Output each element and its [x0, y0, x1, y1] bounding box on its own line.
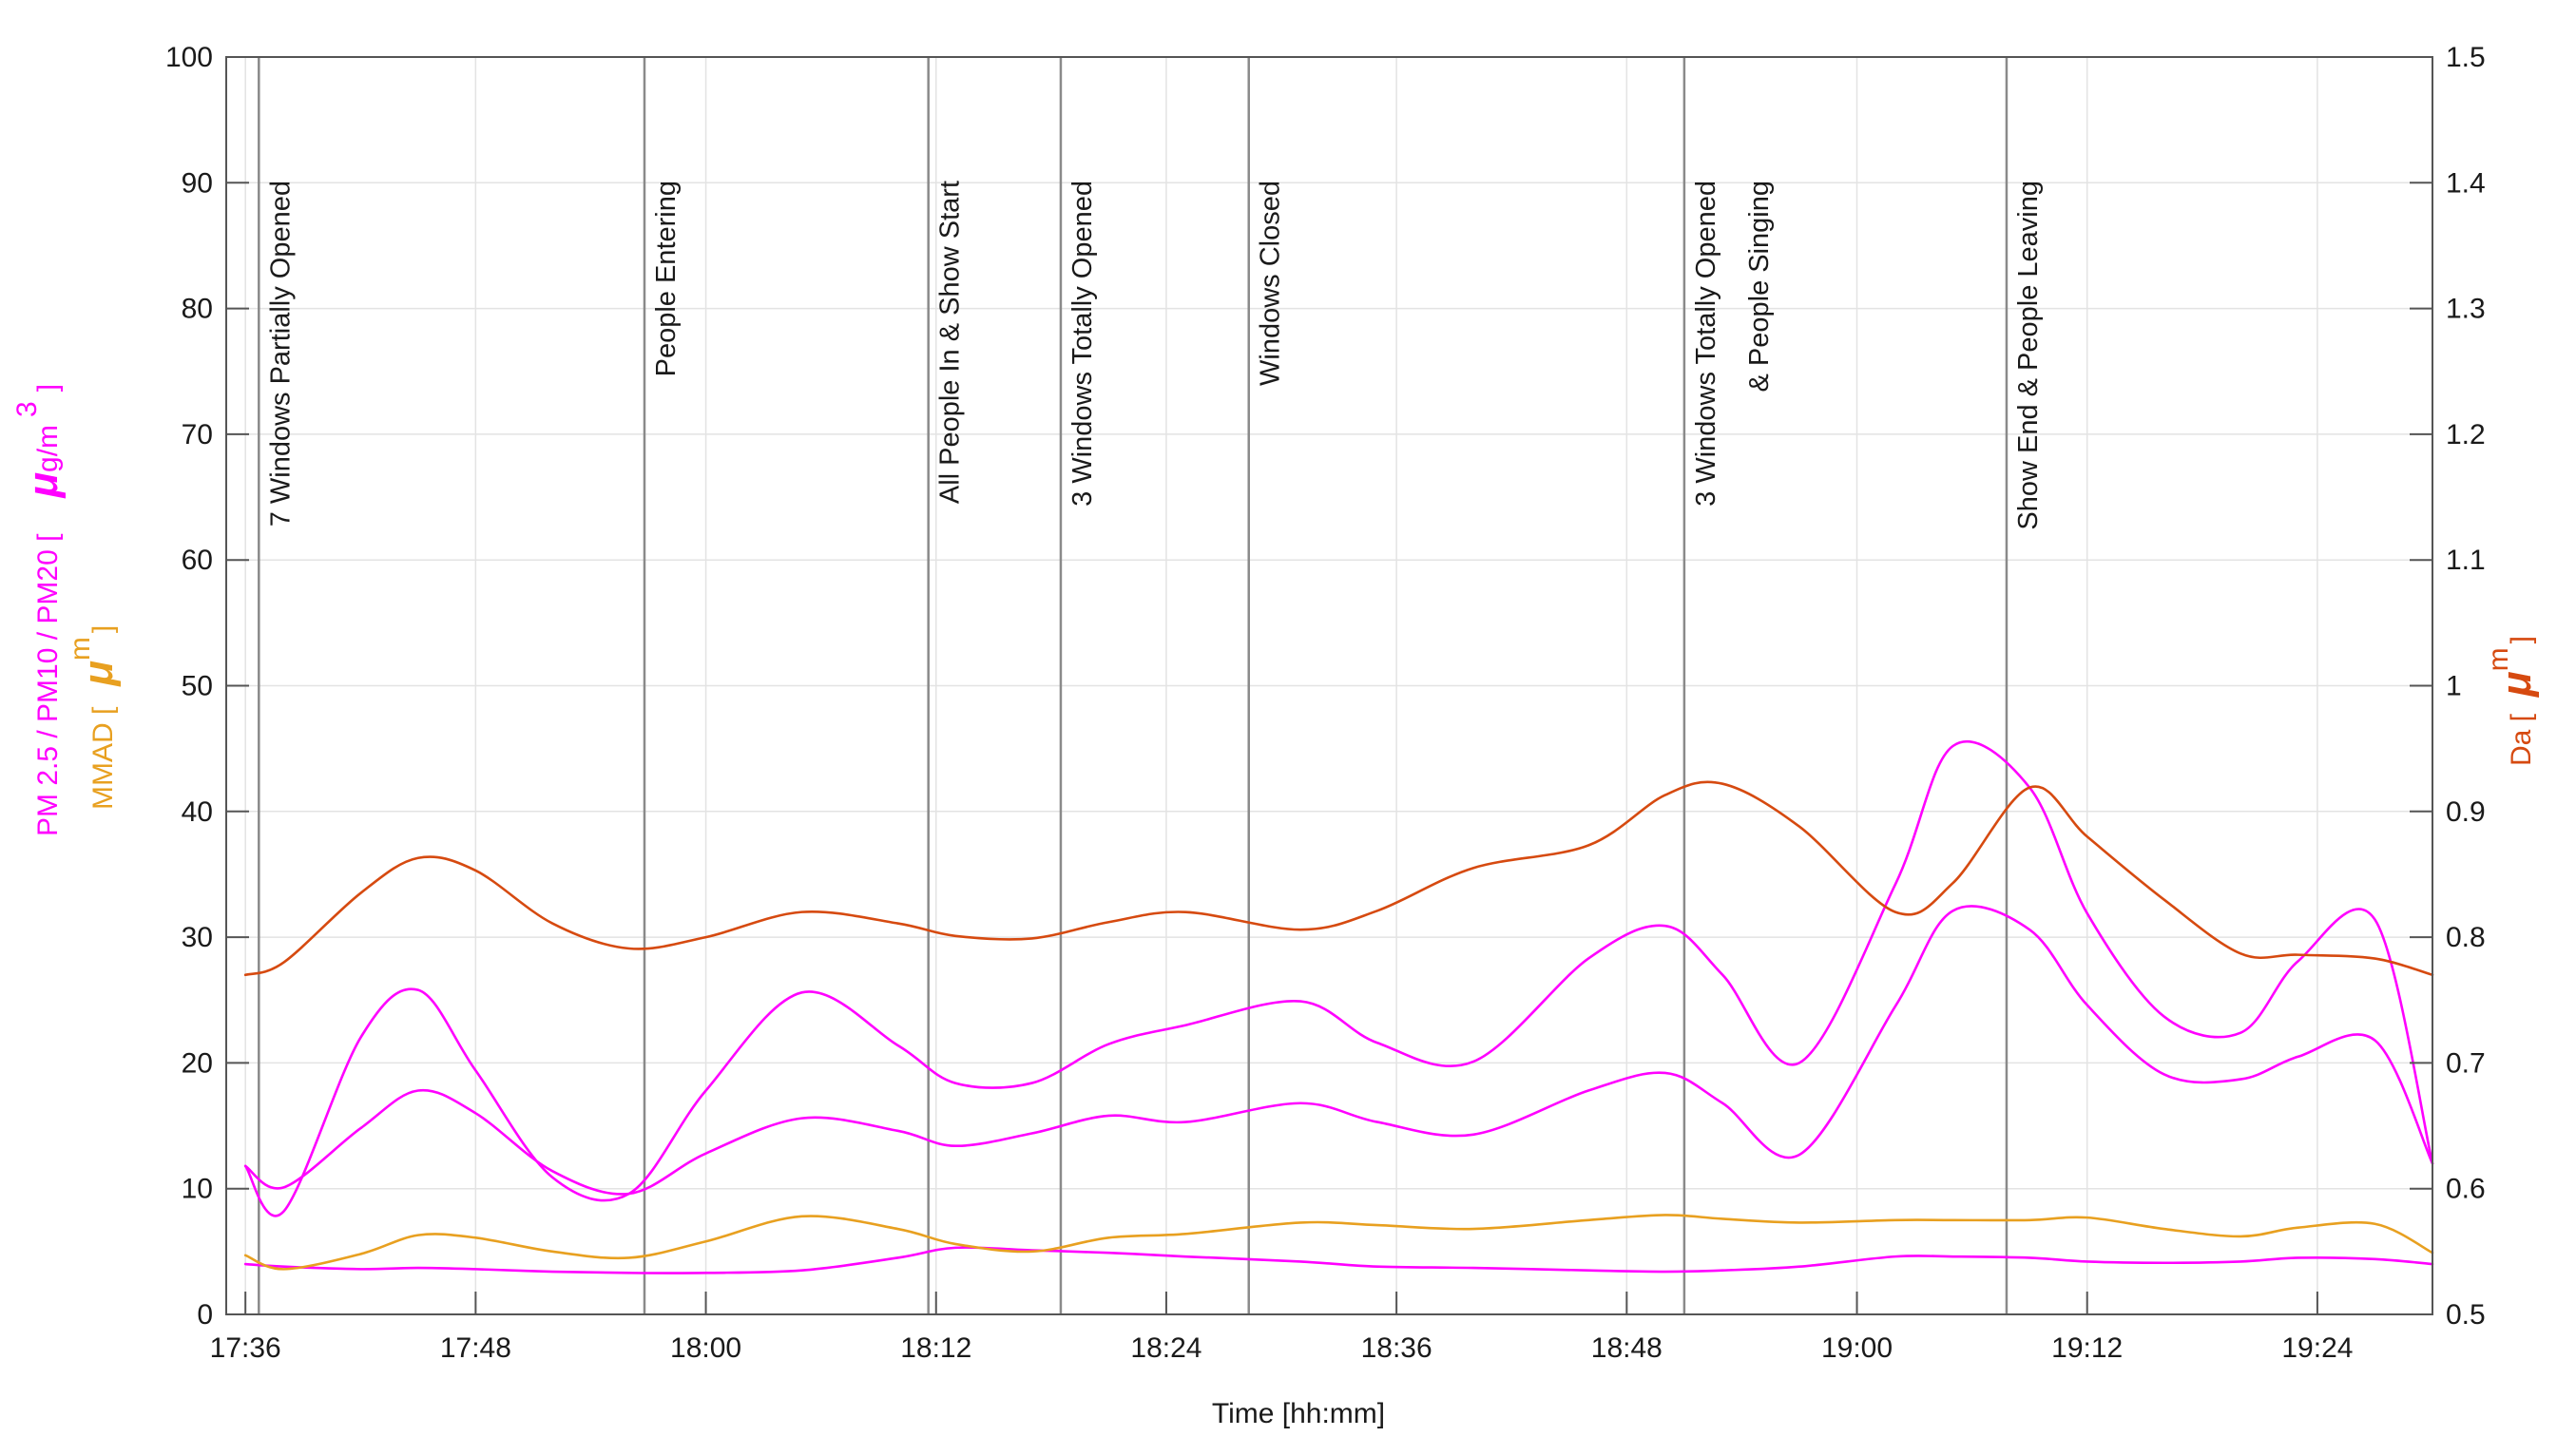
y-right-tick-label: 0.7	[2446, 1047, 2486, 1079]
da-label-text: Da [	[2506, 713, 2537, 766]
y-right-tick-label: 1.2	[2446, 419, 2486, 450]
event-lines	[258, 57, 2009, 1314]
x-tick-label: 19:00	[1821, 1332, 1893, 1364]
mmad-label-close: ]	[87, 625, 119, 633]
y-left-tick-label: 100	[165, 42, 213, 73]
svg-text:Da [μm]: Da [ μm]	[2483, 636, 2540, 766]
y-left-tick-label: 0	[197, 1299, 213, 1331]
mmad-label-mu: μ	[75, 661, 122, 688]
event-label: Show End & People Leaving	[2013, 181, 2044, 530]
svg-text:MMAD [μm]: MMAD [ μm]	[65, 625, 122, 810]
da-label-unit: m	[2483, 647, 2514, 671]
pm-label-mu: μ	[20, 472, 67, 500]
y-right-tick-label: 1.1	[2446, 545, 2486, 576]
mmad-label-text: MMAD [	[87, 706, 119, 810]
y-right-tick-label: 1	[2446, 671, 2462, 702]
y-left-tick-label: 50	[182, 671, 213, 702]
x-tick-label: 18:12	[900, 1332, 971, 1364]
series-line-pm-2-5	[243, 1246, 2434, 1274]
series-line-pm20	[243, 739, 2434, 1217]
y-left-tick-label: 90	[182, 167, 213, 199]
y-right-tick-label: 0.6	[2446, 1174, 2486, 1205]
x-tick-label: 19:24	[2281, 1332, 2353, 1364]
axis-ticks: 0 10 20 30 40 50 60 70 80 90 100 0.5 0.6 0.7 0.8 0.9 1 1.…	[165, 42, 2486, 1364]
pm-label-text: PM 2.5 / PM10 / PM20 [	[32, 533, 64, 836]
event-label: 7 Windows Partially Opened	[265, 181, 296, 527]
right-y-axis-title: Da [ μm]	[2483, 636, 2540, 766]
x-tick-label: 17:36	[210, 1332, 281, 1364]
y-right-tick-label: 0.8	[2446, 922, 2486, 953]
da-label-close: ]	[2506, 636, 2537, 643]
series-line-pm10	[243, 905, 2434, 1196]
y-right-tick-label: 0.9	[2446, 796, 2486, 828]
series-line-mmad	[243, 1214, 2434, 1271]
event-label: Windows Closed	[1256, 181, 1286, 386]
pm-label-close: ]	[32, 384, 64, 392]
x-axis-title: Time [hh:mm]	[1212, 1398, 1385, 1429]
event-labels: 7 Windows Partially Opened People Enterin…	[265, 181, 2044, 530]
x-tick-label: 19:12	[2051, 1332, 2123, 1364]
y-right-tick-label: 1.4	[2446, 167, 2486, 199]
event-label: & People Singing	[1744, 181, 1775, 393]
series-lines	[243, 739, 2434, 1274]
pm-label-exp: 3	[11, 401, 43, 417]
y-left-tick-label: 20	[182, 1047, 213, 1079]
y-right-tick-label: 1.3	[2446, 294, 2486, 325]
y-right-tick-label: 0.5	[2446, 1299, 2486, 1331]
left-y-axis-title-mmad: MMAD [ μm]	[65, 625, 122, 810]
event-label: All People In & Show Start	[935, 181, 966, 504]
x-tick-label: 18:00	[670, 1332, 741, 1364]
y-left-tick-label: 60	[182, 545, 213, 576]
y-right-tick-label: 1.5	[2446, 42, 2486, 73]
x-tick-label: 18:48	[1591, 1332, 1663, 1364]
x-tick-label: 17:48	[440, 1332, 511, 1364]
mmad-label-unit: m	[65, 637, 96, 661]
y-left-tick-label: 40	[182, 796, 213, 828]
y-left-tick-label: 10	[182, 1174, 213, 1205]
x-tick-label: 18:36	[1361, 1332, 1432, 1364]
y-left-tick-label: 30	[182, 922, 213, 953]
svg-text:PM 2.5 / PM10 / PM20 [μg/m3]: PM 2.5 / PM10 / PM20 [ μg/m 3]	[11, 384, 67, 836]
left-y-axis-title-pm: PM 2.5 / PM10 / PM20 [ μg/m 3]	[11, 384, 67, 836]
event-label: People Entering	[651, 181, 682, 376]
x-tick-label: 18:24	[1130, 1332, 1201, 1364]
series-line-da	[243, 780, 2434, 977]
y-left-tick-label: 80	[182, 294, 213, 325]
da-label-mu: μ	[2493, 671, 2540, 699]
pm-label-unit: g/m	[32, 425, 64, 472]
y-left-tick-label: 70	[182, 419, 213, 450]
event-label: 3 Windows Totally Opened	[1067, 181, 1098, 507]
event-label: 3 Windows Totally Opened	[1691, 181, 1721, 507]
